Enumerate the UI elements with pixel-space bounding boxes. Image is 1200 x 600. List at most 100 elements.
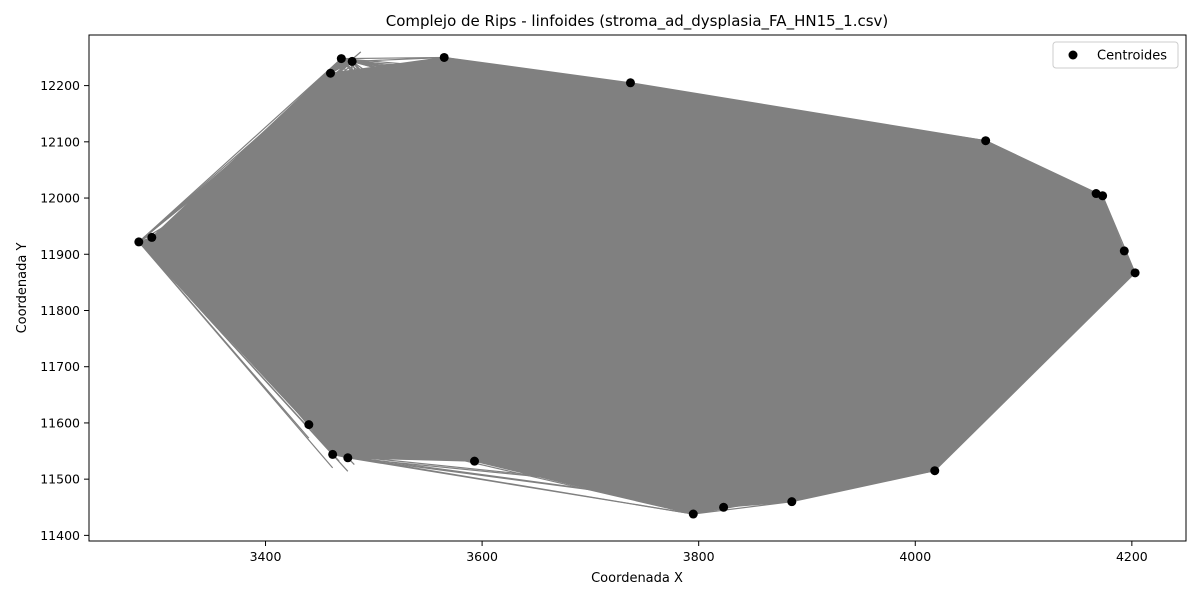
x-tick-label: 4000: [899, 549, 931, 564]
rips-edge: [630, 82, 986, 142]
centroid-point: [343, 453, 353, 463]
complex-fill: [138, 57, 1136, 515]
rips-edge: [629, 82, 694, 515]
rips-edge: [352, 56, 445, 63]
rips-edge: [347, 140, 986, 459]
rips-edge: [330, 72, 986, 142]
centroid-point: [625, 78, 635, 88]
centroid-point: [134, 237, 144, 247]
centroid-point: [439, 52, 449, 62]
rips-edge: [934, 195, 1104, 472]
centroid-point: [688, 509, 698, 519]
rips-edge: [443, 57, 476, 462]
chart-title: Complejo de Rips - linfoides (stroma_ad_…: [386, 12, 889, 31]
centroid-point: [1119, 246, 1129, 256]
centroid-point: [325, 68, 335, 78]
rips-edge: [138, 241, 694, 515]
x-tick-label: 4200: [1116, 549, 1148, 564]
rips-edge: [693, 506, 724, 515]
rips-edge: [443, 57, 725, 508]
rips-edge: [352, 60, 1125, 252]
rips-edge: [308, 424, 694, 515]
rips-edge: [138, 241, 355, 465]
legend-box: [1052, 41, 1179, 69]
rips-edge: [934, 272, 1136, 472]
rips-edge: [332, 453, 724, 508]
rips-edge: [138, 58, 342, 243]
rips-edge: [151, 236, 694, 515]
rips-edge: [443, 57, 793, 503]
rips-edge: [329, 73, 476, 462]
rips-edge: [723, 250, 1125, 508]
rips-edge: [308, 58, 342, 425]
rips-edge: [151, 236, 1136, 274]
simplex-edges: [138, 51, 1136, 515]
rips-edge: [332, 453, 475, 462]
rips-edge: [444, 56, 1136, 274]
rips-edge: [332, 453, 694, 515]
y-tick-label: 11700: [40, 359, 80, 374]
rips-edge: [138, 241, 1136, 274]
rips-edge: [308, 82, 631, 426]
rips-edge: [791, 195, 1104, 503]
rips-edge: [444, 56, 986, 142]
rips-edge: [340, 58, 694, 515]
y-tick-label: 12200: [40, 78, 80, 93]
centroid-point: [336, 54, 346, 64]
rips-edge: [340, 58, 349, 458]
y-tick-label: 11400: [40, 528, 80, 543]
rips-edge: [308, 140, 986, 426]
x-axis-ticks: 3400 3600 3800 4000 4200: [250, 541, 1148, 564]
rips-edge: [629, 82, 936, 472]
centroid-point: [347, 56, 357, 66]
rips-edge: [308, 73, 332, 425]
rips-edge: [138, 66, 351, 243]
y-tick-label: 12000: [40, 191, 80, 206]
rips-edge: [138, 241, 334, 469]
rips-edge: [308, 272, 1136, 426]
rips-edge: [340, 58, 725, 508]
rips-edge: [329, 73, 349, 458]
centroid-point: [147, 232, 157, 242]
rips-edge: [347, 61, 353, 458]
rips-edge: [1102, 195, 1136, 274]
rips-edge: [330, 72, 631, 84]
rips-edge: [692, 195, 1103, 515]
rips-edge: [693, 501, 792, 515]
legend-marker-icon: [1068, 50, 1078, 60]
rips-edge: [330, 72, 793, 503]
rips-edge: [308, 57, 445, 425]
rips-edge: [347, 192, 1097, 459]
rips-edge: [340, 58, 936, 472]
rips-edge: [444, 56, 1103, 197]
rips-edge: [332, 272, 1136, 456]
legend-label: Centroides: [1097, 49, 1167, 64]
rips-edge: [308, 424, 792, 503]
rips-edge: [330, 72, 694, 515]
rips-edge: [332, 58, 342, 455]
rips-edge: [332, 140, 986, 455]
rips-edge: [351, 61, 476, 462]
rips-edge: [791, 140, 987, 502]
rips-edge: [308, 61, 353, 425]
legend: Centroides: [1052, 41, 1179, 69]
rips-edge: [332, 250, 1125, 455]
rips-edge: [474, 195, 1103, 462]
y-tick-label: 11600: [40, 415, 80, 430]
centroid-point: [1130, 268, 1140, 278]
rips-edge: [629, 82, 725, 508]
rips-edge: [138, 195, 1103, 243]
rips-edge: [692, 272, 1136, 515]
rips-edge: [332, 61, 353, 455]
centroid-point: [304, 420, 314, 430]
rips-edge: [151, 237, 349, 459]
rips-edge: [443, 57, 694, 515]
rips-edge: [329, 73, 334, 455]
rips-edge: [332, 195, 1103, 455]
rips-edge: [347, 57, 445, 458]
rips-edge: [443, 57, 936, 472]
y-axis-ticks: 11400 11500 11600 11700 11800 11900 12000 12100…: [40, 78, 89, 543]
rips-edge: [474, 250, 1125, 462]
rips-edge: [332, 82, 631, 455]
